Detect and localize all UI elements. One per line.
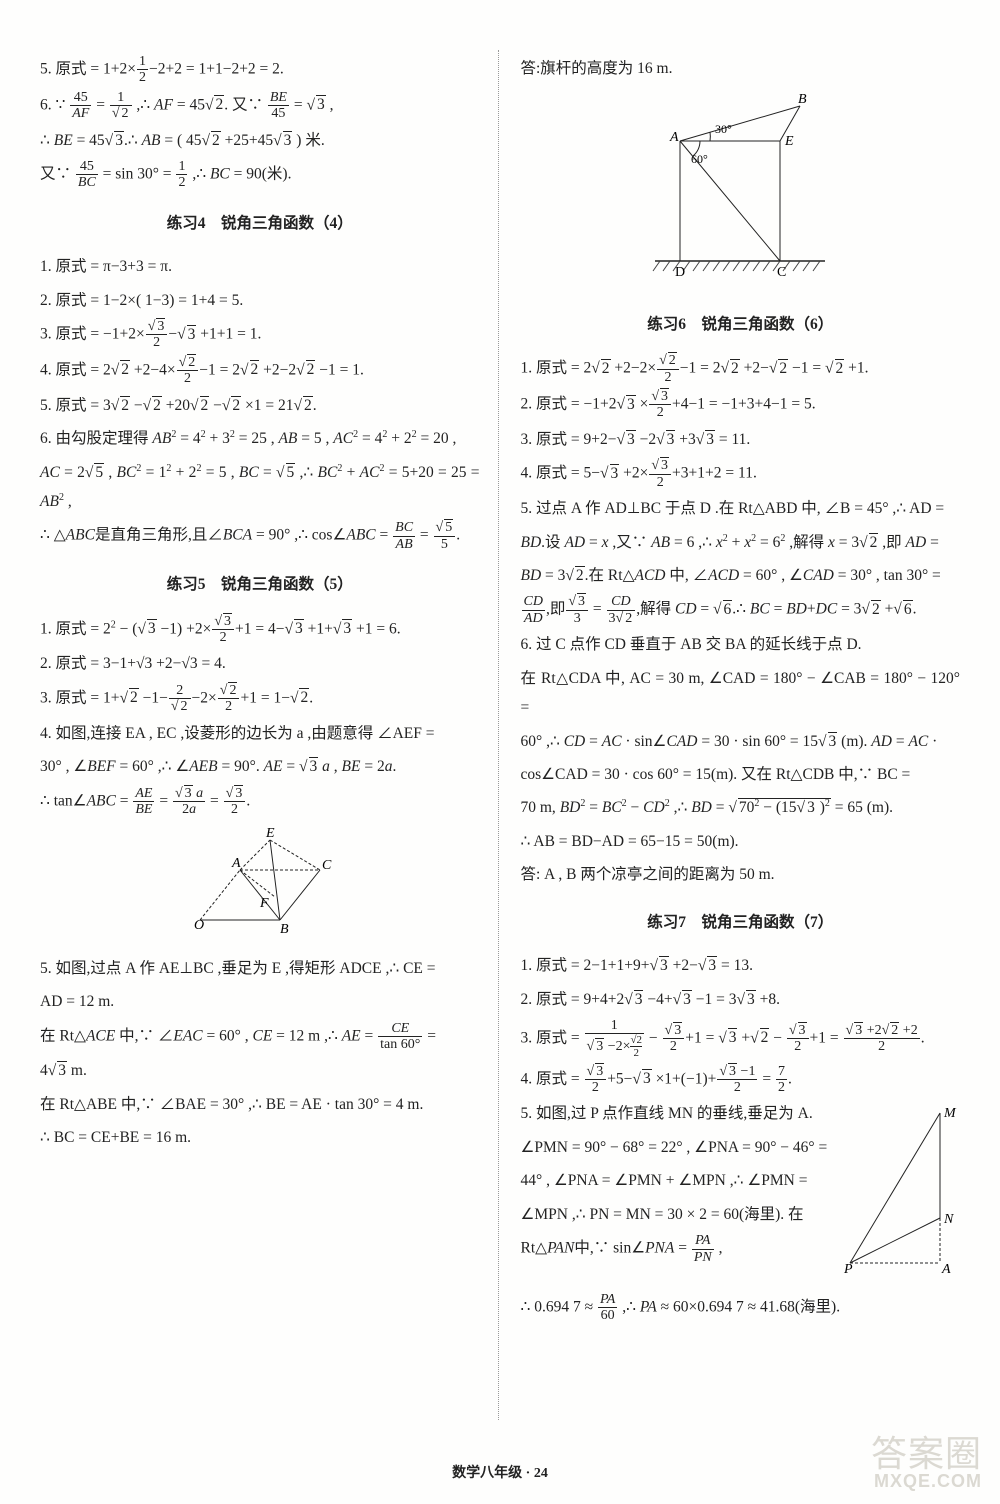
p6-6g: 答: A , B 两个凉亭之间的距离为 50 m. — [521, 860, 961, 889]
svg-text:M: M — [943, 1106, 957, 1121]
p5-3: 3. 原式 = 1+√2 −1−2√2−2×√22+1 = 1−√2. — [40, 683, 480, 715]
p6-3: 3. 原式 = 9+2−√3 −2√3 +3√3 = 11. — [521, 425, 961, 454]
p6-5a: 5. 过点 A 作 AD⊥BC 于点 D .在 Rt△ABD 中, ∠B = 4… — [521, 494, 961, 523]
p7-1: 1. 原式 = 2−1+1+9+√3 +2−√3 = 13. — [521, 951, 961, 980]
svg-text:O: O — [194, 918, 204, 933]
svg-text:A: A — [231, 856, 241, 871]
figure-triangle-mnp: M N P A — [840, 1103, 960, 1283]
p6-5d: CDAD,即√33 = CD3√2,解得 CD = √6.∴ BC = BD+D… — [521, 594, 961, 626]
p4-4: 4. 原式 = 2√2 +2−4×√22−1 = 2√2 +2−2√2 −1 =… — [40, 355, 480, 387]
right-column: 答:旗杆的高度为 16 m. A B E D C 30° 60° 练习6 锐角三… — [519, 50, 961, 1420]
p6-1: 1. 原式 = 2√2 +2−2×√22−1 = 2√2 +2−√2 −1 = … — [521, 353, 961, 385]
p6-6e: 70 m, BD2 = BC2 − CD2 ,∴ BD = √702 − (15… — [521, 793, 961, 822]
svg-text:60°: 60° — [691, 152, 708, 166]
svg-text:A: A — [941, 1262, 951, 1273]
q6c: 又∵ 45BC = sin 30° = 12 ,∴ BC = 90(米). — [40, 159, 480, 191]
p6-6d: cos∠CAD = 30 · cos 60° = 15(m). 又在 Rt△CD… — [521, 760, 961, 789]
figure-rhombus: O A B C E F — [40, 825, 480, 945]
p5-2: 2. 原式 = 3−1+√3 +2−√3 = 4. — [40, 649, 480, 678]
p5-1: 1. 原式 = 22 − (√3 −1) +2×√32+1 = 4−√3 +1+… — [40, 614, 480, 646]
p4-6b: AC = 2√5 , BC2 = 12 + 22 = 5 , BC = √5 ,… — [40, 458, 480, 517]
svg-text:B: B — [280, 922, 289, 935]
p5-5d: 4√3 m. — [40, 1056, 480, 1085]
p5-5c: 在 Rt△ACE 中,∵ ∠EAC = 60° , CE = 12 m ,∴ A… — [40, 1021, 480, 1053]
svg-text:D: D — [675, 265, 685, 280]
svg-text:C: C — [322, 858, 332, 873]
p5-5b: AD = 12 m. — [40, 987, 480, 1016]
figure-flagpole: A B E D C 30° 60° — [521, 91, 961, 291]
ans-flagpole: 答:旗杆的高度为 16 m. — [521, 54, 961, 83]
p5-4c: ∴ tan∠ABC = AEBE = √3 a2a = √32. — [40, 786, 480, 818]
p5-4a: 4. 如图,连接 EA , EC ,设菱形的边长为 a ,由题意得 ∠AEF = — [40, 719, 480, 748]
svg-text:N: N — [943, 1212, 954, 1227]
title-practice-4: 练习4 锐角三角函数（4） — [40, 209, 480, 238]
p5-5f: ∴ BC = CE+BE = 16 m. — [40, 1123, 480, 1152]
svg-text:A: A — [669, 130, 679, 145]
p6-6b: 在 Rt△CDA 中, AC = 30 m, ∠CAD = 180° − ∠CA… — [521, 664, 961, 723]
p4-2: 2. 原式 = 1−2×( 1−3) = 1+4 = 5. — [40, 286, 480, 315]
p5-5e: 在 Rt△ABE 中,∵ ∠BAE = 30° ,∴ BE = AE · tan… — [40, 1090, 480, 1119]
watermark: 答案圈 MXQE.COM — [871, 1436, 982, 1490]
q6a: 6. ∵ 45AF = 1√2 ,∴ AF = 45√2. 又∵ BE45 = … — [40, 90, 480, 122]
p7-2: 2. 原式 = 9+4+2√3 −4+√3 −1 = 3√3 +8. — [521, 985, 961, 1014]
p4-1: 1. 原式 = π−3+3 = π. — [40, 252, 480, 281]
svg-text:B: B — [798, 92, 807, 107]
q6b: ∴ BE = 45√3.∴ AB = ( 45√2 +25+45√3 ) 米. — [40, 126, 480, 155]
svg-text:P: P — [843, 1262, 853, 1273]
p6-4: 4. 原式 = 5−√3 +2×√32+3+1+2 = 11. — [521, 458, 961, 490]
p6-5b: BD.设 AD = x ,又∵ AB = 6 ,∴ x2 + x2 = 62 ,… — [521, 528, 961, 557]
svg-text:E: E — [265, 826, 275, 841]
p6-6c: 60° ,∴ CD = AC · sin∠CAD = 30 · sin 60° … — [521, 727, 961, 756]
title-practice-7: 练习7 锐角三角函数（7） — [521, 908, 961, 937]
p5-5a: 5. 如图,过点 A 作 AE⊥BC ,垂足为 E ,得矩形 ADCE ,∴ C… — [40, 954, 480, 983]
p7-5f: ∴ 0.694 7 ≈ PA60 ,∴ PA ≈ 60×0.694 7 ≈ 41… — [521, 1292, 961, 1324]
svg-text:C: C — [777, 265, 786, 280]
page-footer: 数学八年级 · 24 — [0, 1462, 1000, 1482]
p4-6a: 6. 由勾股定理得 AB2 = 42 + 32 = 25 , AB = 5 , … — [40, 424, 480, 453]
p4-5: 5. 原式 = 3√2 −√2 +20√2 −√2 ×1 = 21√2. — [40, 391, 480, 420]
svg-text:F: F — [259, 896, 269, 911]
p7-4: 4. 原式 = √32+5−√3 ×1+(−1)+√3 −12 = 72. — [521, 1064, 961, 1096]
svg-text:30°: 30° — [715, 122, 732, 136]
q5: 5. 原式 = 1+2×12−2+2 = 1+1−2+2 = 2. — [40, 54, 480, 86]
p6-2: 2. 原式 = −1+2√3 ×√32+4−1 = −1+3+4−1 = 5. — [521, 389, 961, 421]
p5-4b: 30° , ∠BEF = 60° ,∴ ∠AEB = 90°. AE = √3 … — [40, 752, 480, 781]
p6-5c: BD = 3√2.在 Rt△ACD 中, ∠ACD = 60° , ∠CAD =… — [521, 561, 961, 590]
svg-text:E: E — [784, 134, 794, 149]
left-column: 5. 原式 = 1+2×12−2+2 = 1+1−2+2 = 2. 6. ∵ 4… — [40, 50, 499, 1420]
p4-3: 3. 原式 = −1+2×√32−√3 +1+1 = 1. — [40, 319, 480, 351]
p4-6c: ∴ △ABC是直角三角形,且∠BCA = 90° ,∴ cos∠ABC = BC… — [40, 520, 480, 552]
p6-6a: 6. 过 C 点作 CD 垂直于 AB 交 BA 的延长线于点 D. — [521, 630, 961, 659]
p6-6f: ∴ AB = BD−AD = 65−15 = 50(m). — [521, 827, 961, 856]
title-practice-6: 练习6 锐角三角函数（6） — [521, 310, 961, 339]
p7-3: 3. 原式 = 1√3 −2×√22 − √32+1 = √3 +√2 − √3… — [521, 1018, 961, 1060]
title-practice-5: 练习5 锐角三角函数（5） — [40, 570, 480, 599]
